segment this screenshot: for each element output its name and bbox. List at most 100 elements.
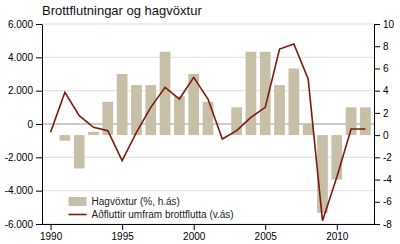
- y-axis: -6.000 -4.000 -2.000 0 2.000 4.000 6.000: [5, 19, 43, 230]
- tick: 2000: [183, 224, 206, 242]
- tick: 1990: [40, 224, 63, 242]
- tick: 2005: [255, 224, 278, 242]
- tick: -4.000: [5, 185, 42, 196]
- tick-mark: [374, 24, 380, 25]
- tick-label: -4.000: [5, 185, 34, 196]
- tick: 6.000: [8, 19, 42, 30]
- legend-label: Aðfluttir umfram brottflutta (v.ás): [92, 209, 234, 220]
- bar: [174, 96, 185, 135]
- plot: 19901995200020052010-6.000-4.000-2.00002…: [5, 19, 395, 242]
- tick-label: 6.000: [8, 19, 33, 30]
- tick: -2.000: [5, 152, 42, 163]
- bar: [246, 52, 257, 135]
- bar: [360, 107, 371, 135]
- tick: -4: [374, 174, 392, 185]
- title: Brottflutningar og hagvöxtur: [42, 3, 202, 18]
- bar: [288, 68, 299, 135]
- tick: -8: [374, 219, 392, 230]
- bar: [60, 135, 71, 141]
- bar: [74, 135, 85, 168]
- legend-swatch: [69, 197, 87, 206]
- tick-label: 2000: [183, 231, 206, 242]
- tick-label: -6: [383, 196, 392, 207]
- grid-line: [42, 24, 374, 25]
- tick-label: 4.000: [8, 52, 33, 63]
- tick: 4: [374, 85, 389, 96]
- tick: -6.000: [5, 219, 42, 230]
- tick-mark: [374, 180, 380, 181]
- tick-mark: [36, 91, 42, 92]
- bar: [117, 74, 128, 135]
- tick-label: 2.000: [8, 85, 33, 96]
- tick: 2.000: [8, 85, 42, 96]
- tick-mark: [36, 24, 42, 25]
- tick: -6: [374, 196, 392, 207]
- bar: [317, 135, 328, 213]
- x-axis: 1990 1995 2000 2005 2010: [40, 224, 375, 242]
- tick: 0: [374, 130, 389, 141]
- tick-label: -2.000: [5, 152, 34, 163]
- tick-mark: [374, 68, 380, 69]
- y2-axis: -8 -6 -4 -2 0 2 4 6 8 10: [374, 19, 395, 230]
- tick: 0: [27, 119, 42, 130]
- tick-label: 8: [383, 41, 389, 52]
- tick-mark: [36, 224, 42, 225]
- marks: [51, 44, 371, 221]
- grid-line: [42, 57, 374, 58]
- tick-mark: [374, 46, 380, 47]
- tick-mark: [374, 224, 380, 225]
- tick-mark: [36, 191, 42, 192]
- bar: [203, 102, 214, 135]
- bar: [145, 85, 156, 135]
- bar: [45, 135, 56, 136]
- tick-mark: [265, 224, 266, 230]
- bar: [88, 132, 99, 135]
- tick-label: -6.000: [5, 219, 34, 230]
- bar: [274, 85, 285, 135]
- tick-label: 2: [383, 108, 389, 119]
- tick-mark: [374, 91, 380, 92]
- tick-label: 2005: [255, 231, 278, 242]
- tick-label: 1995: [112, 231, 135, 242]
- tick-label: 0: [383, 130, 389, 141]
- tick: 1995: [112, 224, 135, 242]
- tick-label: -4: [383, 174, 392, 185]
- bar-series: [60, 52, 371, 213]
- bar: [131, 85, 142, 135]
- tick-mark: [374, 202, 380, 203]
- grid-line: [42, 90, 374, 91]
- axis-line: [374, 25, 375, 225]
- tick-mark: [36, 157, 42, 158]
- tick-mark: [36, 57, 42, 58]
- tick: 2010: [326, 224, 349, 242]
- bar: [217, 135, 228, 136]
- grid-line: [42, 224, 374, 225]
- bar: [331, 135, 342, 179]
- tick: 2: [374, 108, 389, 119]
- tick-mark: [337, 224, 338, 230]
- tick-label: 0: [27, 119, 33, 130]
- tick-mark: [51, 224, 52, 230]
- tick-mark: [194, 224, 195, 230]
- chart: Brottflutningar og hagvöxtur 1990 1995 2000…: [0, 0, 400, 244]
- legend-swatch: [69, 214, 87, 216]
- tick: 10: [374, 19, 395, 30]
- tick: 4.000: [8, 52, 42, 63]
- legend: Hagvöxtur (%, h.ás) Aðfluttir umfram brot…: [69, 196, 234, 220]
- legend-item: Aðfluttir umfram brottflutta (v.ás): [69, 209, 234, 220]
- grid: [42, 24, 374, 224]
- legend-item: Hagvöxtur (%, h.ás): [69, 196, 180, 207]
- tick-label: 6: [383, 63, 389, 74]
- tick: -2: [374, 152, 392, 163]
- legend-label: Hagvöxtur (%, h.ás): [92, 196, 180, 207]
- tick-mark: [374, 157, 380, 158]
- tick-label: -2: [383, 152, 392, 163]
- axis-line: [43, 224, 375, 225]
- tick-mark: [374, 113, 380, 114]
- tick-label: 10: [383, 19, 395, 30]
- tick-label: -8: [383, 219, 392, 230]
- tick-mark: [374, 135, 380, 136]
- axis-line: [42, 25, 43, 225]
- tick: 6: [374, 63, 389, 74]
- tick-label: 2010: [326, 231, 349, 242]
